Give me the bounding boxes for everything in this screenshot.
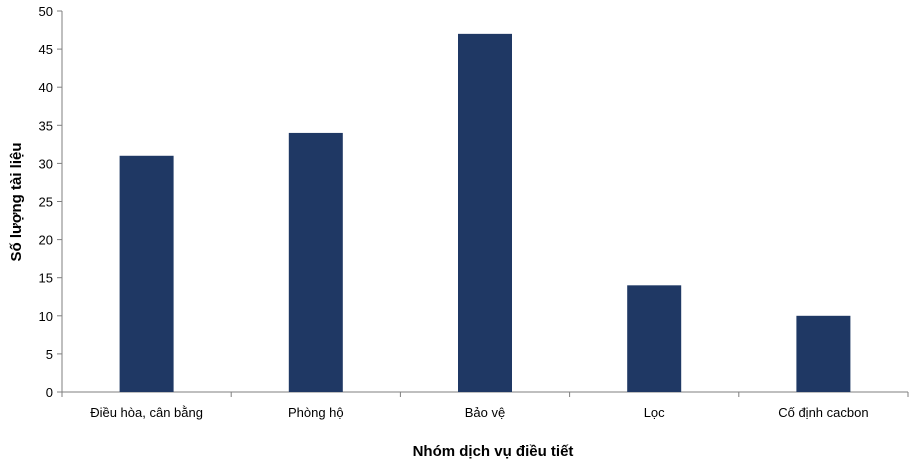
y-tick-label: 50 — [39, 4, 53, 19]
x-tick-label: Lọc — [644, 405, 665, 420]
y-tick-label: 45 — [39, 42, 53, 57]
x-tick-label: Phòng hộ — [288, 405, 344, 420]
x-tick-label: Bảo vệ — [465, 405, 505, 420]
y-axis: 0 5 10 15 20 25 30 35 40 45 50 — [39, 4, 62, 400]
bar — [289, 133, 343, 392]
y-tick-label: 30 — [39, 156, 53, 171]
y-tick-label: 10 — [39, 309, 53, 324]
bar-series — [120, 34, 851, 392]
bar — [120, 156, 174, 392]
y-tick-label: 0 — [46, 385, 53, 400]
y-tick-label: 40 — [39, 80, 53, 95]
x-tick-label: Điều hòa, cân bằng — [90, 405, 203, 420]
x-tick-label: Cố định cacbon — [778, 405, 868, 420]
bar — [796, 316, 850, 392]
bar — [627, 285, 681, 392]
y-tick-label: 35 — [39, 118, 53, 133]
y-tick-label: 15 — [39, 271, 53, 286]
x-axis: Điều hòa, cân bằng Phòng hộ Bảo vệ Lọc Cố đị… — [62, 392, 908, 420]
y-tick-label: 20 — [39, 233, 53, 248]
y-axis-title: Số lượng tài liệu — [8, 142, 25, 261]
y-tick-label: 5 — [46, 347, 53, 362]
y-tick-label: 25 — [39, 195, 53, 210]
x-axis-title: Nhóm dịch vụ điều tiết — [413, 443, 574, 460]
bar — [458, 34, 512, 392]
